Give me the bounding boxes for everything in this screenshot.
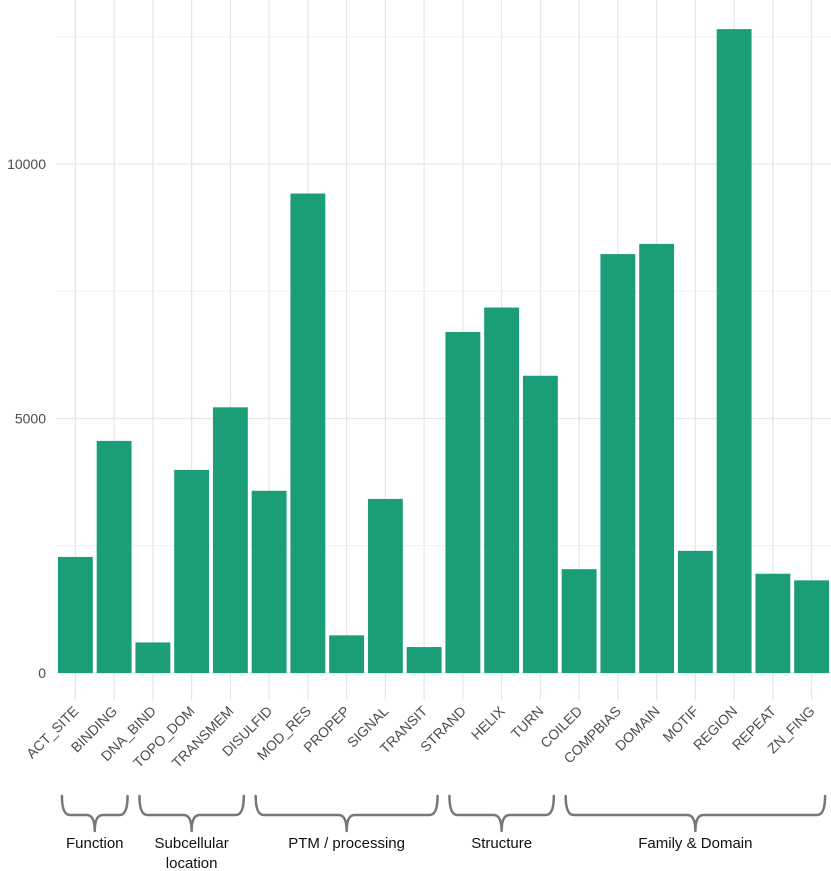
bar-helix <box>484 307 520 673</box>
group-brace <box>448 794 556 833</box>
y-tick-label: 10000 <box>7 156 46 172</box>
bar-topo-dom <box>174 469 210 673</box>
bar-binding <box>96 440 132 673</box>
bar-mod-res <box>290 193 326 673</box>
y-axis-tick-labels: 0 5000 10000 <box>7 156 46 681</box>
bar-disulfid <box>251 490 287 673</box>
bar-signal <box>367 498 403 673</box>
bar-compbias <box>600 254 636 673</box>
bar-act-site <box>57 556 93 673</box>
bar-coiled <box>561 569 597 673</box>
category-groups: Function Subcellular location PTM / process… <box>60 794 827 871</box>
group-label: PTM / processing <box>288 835 405 852</box>
bar-transit <box>406 647 442 673</box>
bar-transmem <box>212 407 248 673</box>
bar-strand <box>445 331 481 673</box>
grid-lines <box>56 0 831 700</box>
y-tick-label: 5000 <box>15 411 46 427</box>
group-brace <box>138 794 246 833</box>
bar-turn <box>522 375 558 673</box>
group-label: Subcellular location <box>155 835 229 871</box>
x-tick-label: ACT_SITE <box>23 703 82 762</box>
group-brace <box>60 794 129 833</box>
bar-dna-bind <box>135 642 171 673</box>
bars <box>57 29 830 674</box>
bar-domain <box>639 243 675 673</box>
y-tick-label: 0 <box>38 665 46 681</box>
group-brace <box>564 794 827 833</box>
group-label: Function <box>66 835 124 852</box>
bar-repeat <box>755 573 791 673</box>
bar-region <box>716 29 752 674</box>
group-label: Family & Domain <box>638 835 752 852</box>
bar-zn-fing <box>794 580 830 673</box>
bar-propep <box>329 635 365 673</box>
x-axis-tick-labels: ACT_SITEBINDINGDNA_BINDTOPO_DOMTRANSMEMD… <box>23 702 818 770</box>
x-tick-label: HELIX <box>468 702 508 742</box>
group-brace <box>254 794 439 833</box>
bar-motif <box>677 550 713 673</box>
group-label: Structure <box>471 835 532 852</box>
